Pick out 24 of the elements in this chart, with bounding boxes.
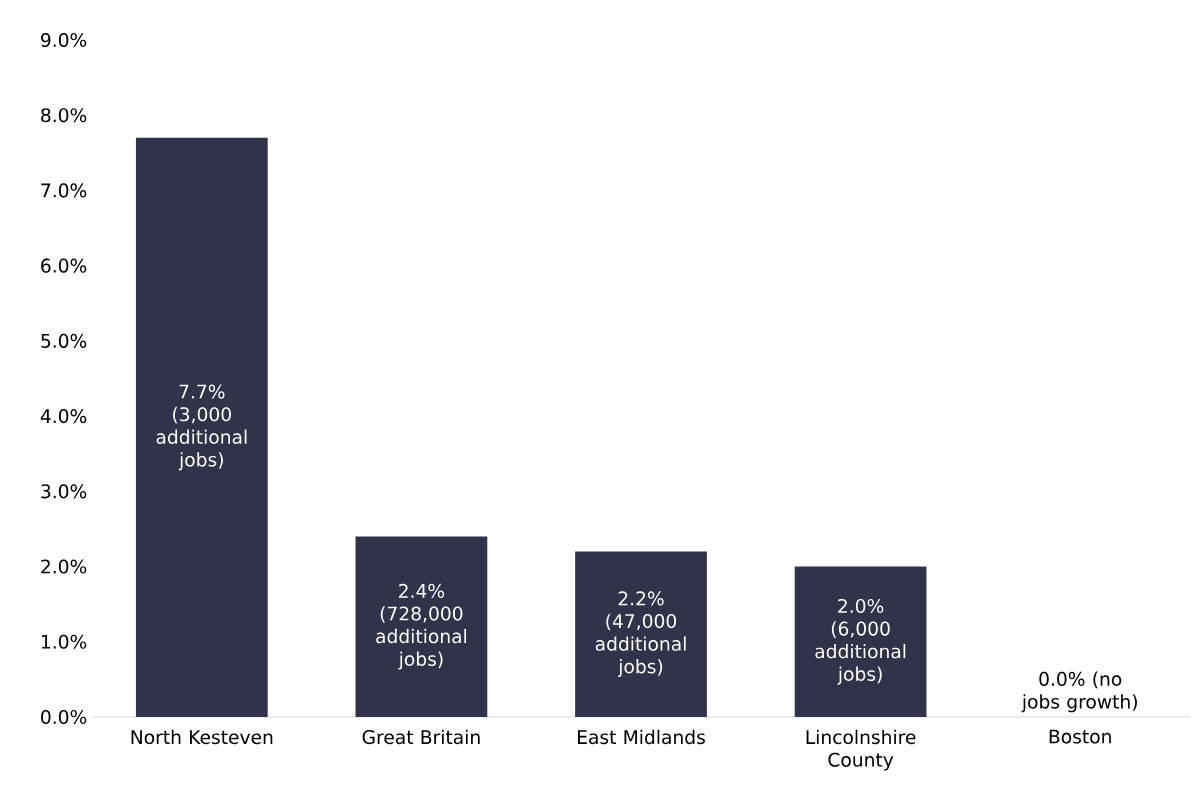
y-tick-label: 2.0% bbox=[41, 559, 87, 574]
y-tick-label: 3.0% bbox=[41, 484, 87, 499]
data-label: 7.7% (3,000 additional jobs) bbox=[156, 384, 247, 471]
x-tick-label: Boston bbox=[1049, 729, 1111, 744]
data-label: 2.2% (47,000 additional jobs) bbox=[595, 591, 686, 678]
x-tick-label: Lincolnshire County bbox=[806, 729, 916, 771]
y-tick-label: 5.0% bbox=[41, 333, 87, 348]
y-tick-label: 4.0% bbox=[40, 409, 87, 424]
x-tick-label: North Kesteven bbox=[131, 729, 273, 745]
y-tick-label: 7.0% bbox=[41, 183, 87, 198]
y-tick-label: 0.0% bbox=[41, 709, 87, 725]
bar bbox=[575, 551, 707, 717]
y-tick-label: 6.0% bbox=[41, 258, 87, 273]
data-label: 0.0% (no jobs growth) bbox=[1021, 671, 1137, 713]
data-label: 2.4% (728,000 additional jobs) bbox=[376, 583, 467, 670]
data-label: 2.0% (6,000 additional jobs) bbox=[815, 598, 906, 685]
y-tick-label: 8.0% bbox=[41, 108, 87, 123]
y-tick-label: 9.0% bbox=[41, 32, 87, 48]
y-tick-label: 1.0% bbox=[41, 634, 87, 649]
bar bbox=[794, 566, 927, 717]
bar bbox=[135, 137, 268, 717]
x-tick-label: Great Britain bbox=[362, 729, 480, 745]
bar bbox=[355, 536, 488, 717]
x-tick-label: East Midlands bbox=[578, 729, 705, 745]
